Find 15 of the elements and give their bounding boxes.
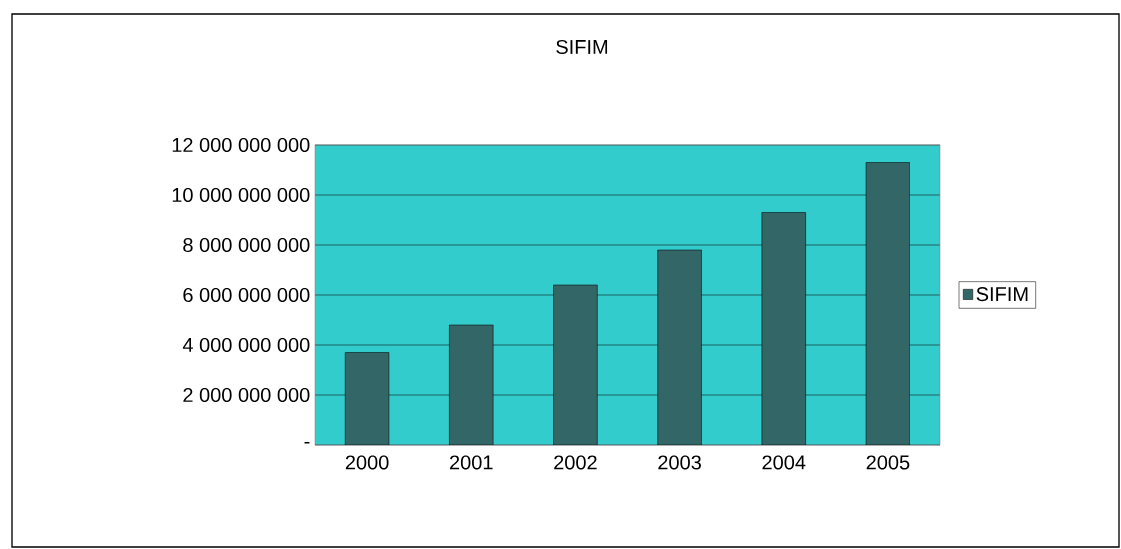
- x-tick-label: 2001: [450, 455, 493, 470]
- y-tick-label: 4 000 000 000: [182, 337, 310, 353]
- legend-label: SIFIM: [976, 287, 1028, 302]
- y-tick-label: -: [304, 441, 310, 444]
- x-tick-label: 2002: [554, 455, 597, 470]
- x-tick-label: 2000: [345, 455, 389, 470]
- x-tick-label: 2003: [658, 455, 701, 470]
- y-tick-label: 10 000 000 000: [172, 187, 310, 203]
- chart-title: SIFIM: [556, 39, 608, 55]
- x-tick-label: 2005: [866, 455, 910, 470]
- y-tick-label: 6 000 000 000: [183, 287, 310, 303]
- y-tick-label: 12 000 000 000: [172, 137, 310, 153]
- y-tick-label: 8 000 000 000: [183, 237, 310, 253]
- y-tick-label: 2 000 000 000: [183, 387, 310, 403]
- x-tick-label: 2004: [762, 455, 806, 470]
